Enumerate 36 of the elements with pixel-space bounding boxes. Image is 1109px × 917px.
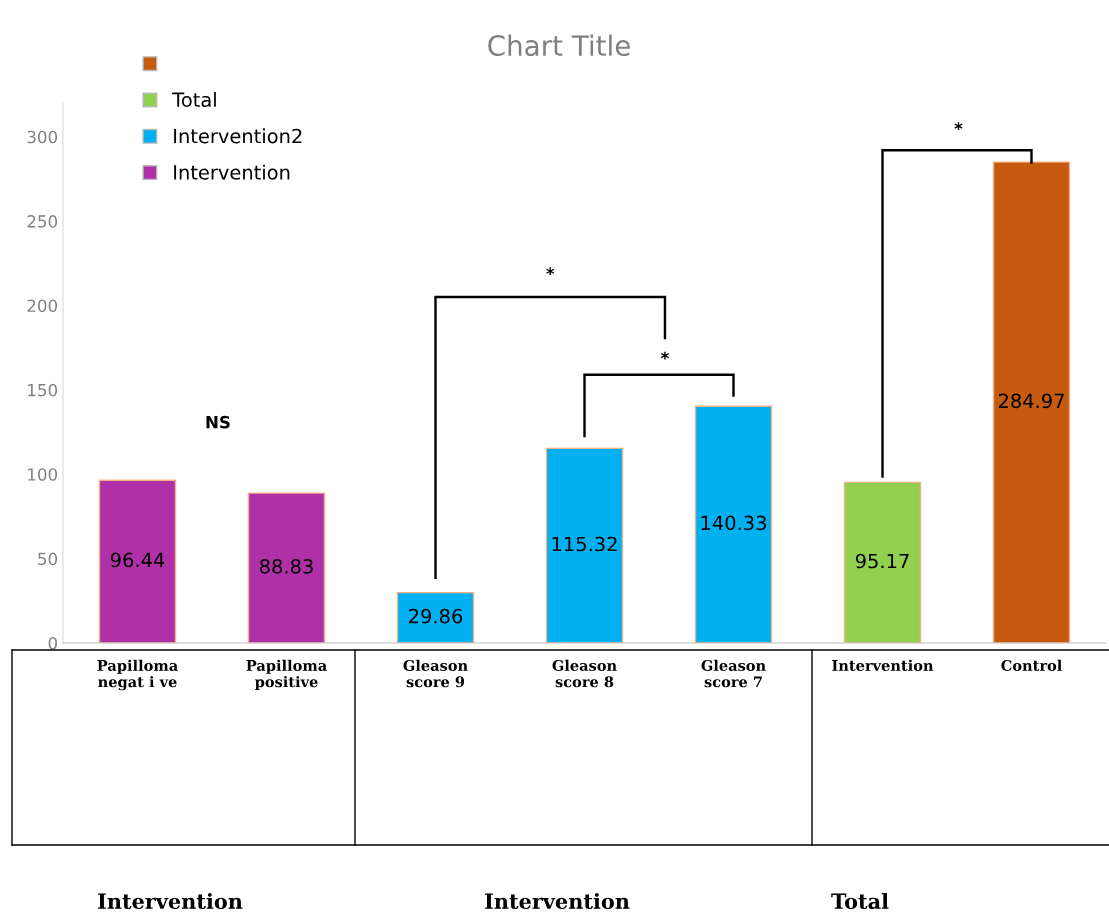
x-tick-label: Gleason score 7 [701,659,766,688]
legend-label: Total [172,92,216,108]
y-tick-label: 50 [38,552,58,566]
text: Intervention [485,892,630,910]
x-tick-label: Papilloma positive [246,659,327,691]
chart-title: Chart Title [488,34,630,57]
annotation: * [954,122,963,130]
x-tick-label: Control [1001,659,1062,671]
bar [843,481,922,643]
legend-label: Intervention2 [174,128,302,144]
legend-label: Intervention [174,164,290,180]
y-tick-label: 100 [28,468,58,481]
x-tick-label: Papilloma negat i ve [97,659,178,691]
y-tick-label: 300 [27,130,58,144]
data-label: 140.33 [701,515,766,531]
x-tick-label: Gleason score 8 [552,659,617,688]
data-label: 88.83 [259,558,313,574]
y-tick-label: 0 [48,636,58,650]
annotation: NS [206,415,230,429]
annotation: * [546,267,555,276]
y-tick-label: 200 [27,299,58,313]
data-label: 96.44 [110,552,165,568]
annotation: * [660,351,669,360]
bar [98,479,177,643]
data-label: 115.32 [552,536,617,552]
text: Total [831,892,889,910]
x-tick-label: Intervention [832,659,934,671]
y-tick-label: 150 [28,383,58,397]
data-label: 284.97 [998,393,1064,409]
data-label: 29.86 [409,608,463,624]
bar [396,591,475,643]
y-tick-label: 250 [27,215,58,228]
text: Intervention [98,892,243,910]
x-tick-label: Gleason score 9 [403,659,468,688]
data-label: 95.17 [855,553,909,569]
bar [247,492,326,643]
